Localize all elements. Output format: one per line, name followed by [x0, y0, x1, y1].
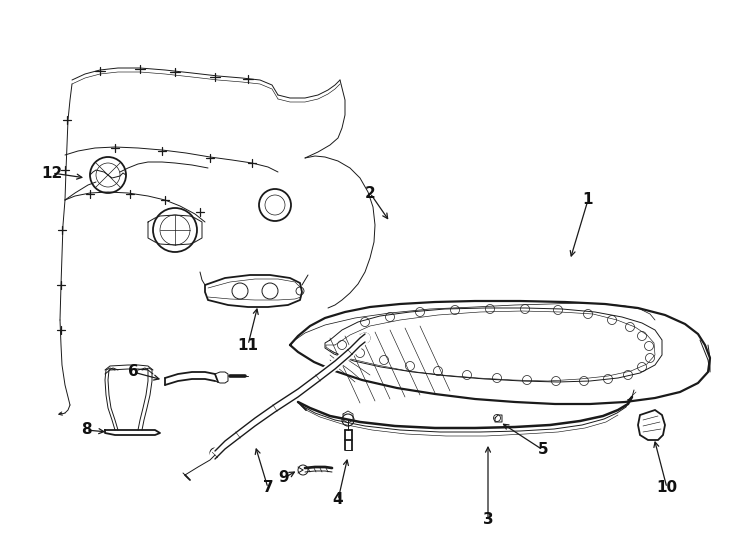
Text: 10: 10 [656, 481, 677, 496]
Text: 11: 11 [238, 338, 258, 353]
Circle shape [153, 208, 197, 252]
Polygon shape [638, 410, 665, 440]
Text: 1: 1 [583, 192, 593, 207]
Text: 12: 12 [41, 165, 62, 180]
Polygon shape [205, 275, 302, 307]
Text: 5: 5 [538, 442, 548, 457]
Text: 4: 4 [333, 492, 344, 508]
Text: 9: 9 [279, 470, 289, 485]
Text: 8: 8 [81, 422, 91, 437]
Text: 2: 2 [365, 186, 375, 200]
Circle shape [90, 157, 126, 193]
Text: 6: 6 [128, 364, 139, 380]
Circle shape [259, 189, 291, 221]
Text: 7: 7 [263, 481, 273, 496]
Text: 3: 3 [483, 512, 493, 528]
